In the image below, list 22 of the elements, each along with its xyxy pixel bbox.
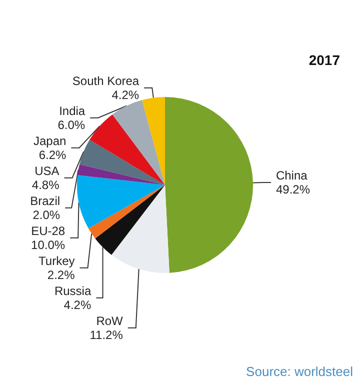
slice-label: Russia xyxy=(54,284,92,298)
data-label: 49.2% xyxy=(276,182,310,197)
slice-label: India xyxy=(59,104,86,118)
slice-label: RoW xyxy=(96,314,124,328)
slice-label: USA xyxy=(34,164,60,178)
data-label: 2.0% xyxy=(32,208,60,222)
slice-label: Turkey xyxy=(38,254,75,268)
slice-label: EU-28 xyxy=(31,224,66,238)
source-note: Source: worldsteel xyxy=(246,364,354,379)
data-label: 4.2% xyxy=(112,88,140,102)
slice-label: China xyxy=(276,168,308,183)
data-label: 4.2% xyxy=(64,298,92,312)
data-label: 4.8% xyxy=(32,178,60,192)
data-label: 11.2% xyxy=(90,328,124,342)
slice-label: Japan xyxy=(33,134,66,148)
data-label: 6.2% xyxy=(38,148,67,162)
data-label: 10.0% xyxy=(31,238,66,252)
data-label: 6.0% xyxy=(58,118,86,132)
slice-label: South Korea xyxy=(72,74,140,88)
data-label: 2.2% xyxy=(47,268,76,282)
slice-label: Brazil xyxy=(30,194,60,208)
chart-title: 2017 xyxy=(308,52,340,68)
